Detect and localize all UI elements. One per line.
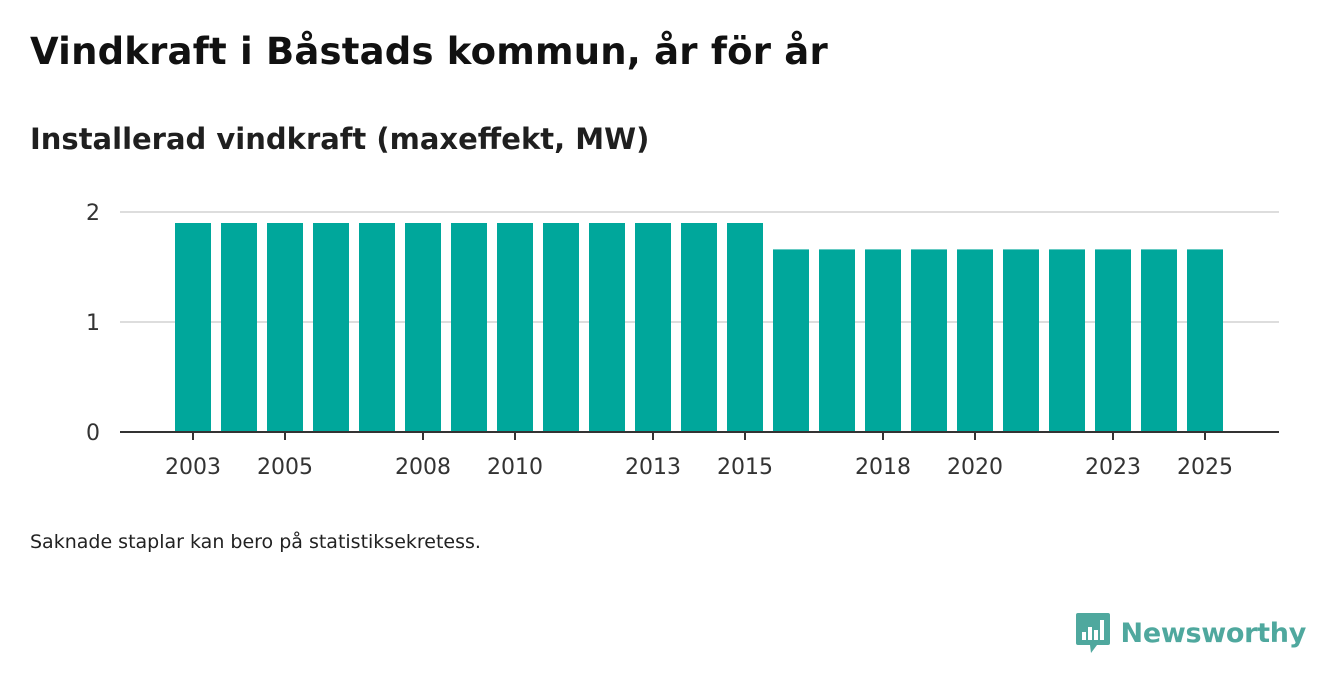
bar-2013[interactable]	[635, 223, 671, 432]
y-tick-label: 1	[86, 311, 100, 336]
newsworthy-logo[interactable]: Newsworthy	[1075, 612, 1306, 654]
bar-2023[interactable]	[1095, 249, 1131, 432]
bar-2017[interactable]	[819, 249, 855, 432]
bar-2022[interactable]	[1049, 249, 1085, 432]
bar-2014[interactable]	[681, 223, 717, 432]
bar-2016[interactable]	[773, 249, 809, 432]
bar-2004[interactable]	[221, 223, 257, 432]
bar-2005[interactable]	[267, 223, 303, 432]
bar-2019[interactable]	[911, 249, 947, 432]
bar-2018[interactable]	[865, 249, 901, 432]
x-axis: 2003 2005 2008 2010 2013 2015 2018 2020 2023 2025	[120, 431, 1279, 480]
y-tick-label: 2	[86, 201, 100, 226]
x-tick-label: 2023	[1085, 455, 1141, 480]
x-tick-label: 2025	[1177, 455, 1233, 480]
bar-2024[interactable]	[1141, 249, 1177, 432]
bar-2006[interactable]	[313, 223, 349, 432]
x-tick-label: 2020	[947, 455, 1003, 480]
bar-2020[interactable]	[957, 249, 993, 432]
bar-2003[interactable]	[175, 223, 211, 432]
bar-2025[interactable]	[1187, 249, 1223, 432]
chart-title: Vindkraft i Båstads kommun, år för år	[30, 30, 828, 73]
bar-2008[interactable]	[405, 223, 441, 432]
bar-2015[interactable]	[727, 223, 763, 432]
x-tick-label: 2010	[487, 455, 543, 480]
bar-chart: 0 1 2 2003 2005 2008 2010 2013 2015 2018 2020 2023…	[86, 201, 1279, 480]
bar-2009[interactable]	[451, 223, 487, 432]
x-tick-label: 2008	[395, 455, 451, 480]
bar-series	[175, 223, 1223, 432]
x-tick-label: 2003	[165, 455, 221, 480]
y-tick-label: 0	[86, 421, 100, 446]
bar-2010[interactable]	[497, 223, 533, 432]
bar-2011[interactable]	[543, 223, 579, 432]
brand-name: Newsworthy	[1120, 617, 1307, 649]
x-tick-label: 2005	[257, 455, 313, 480]
chart-subtitle: Installerad vindkraft (maxeffekt, MW)	[30, 122, 650, 156]
bar-chart-speech-bubble-icon	[1075, 613, 1110, 653]
bar-2021[interactable]	[1003, 249, 1039, 432]
footnote: Saknade staplar kan bero på statistiksek…	[30, 531, 481, 553]
bar-2007[interactable]	[359, 223, 395, 432]
x-tick-label: 2018	[855, 455, 911, 480]
x-tick-label: 2015	[717, 455, 773, 480]
x-tick-label: 2013	[625, 455, 681, 480]
bar-2012[interactable]	[589, 223, 625, 432]
